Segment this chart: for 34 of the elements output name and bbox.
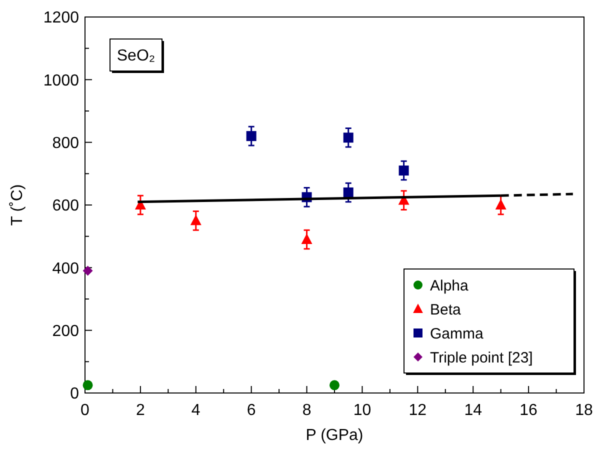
- x-tick-label: 16: [520, 402, 538, 419]
- point: [343, 187, 354, 198]
- point: [495, 199, 506, 210]
- x-tick-label: 4: [191, 402, 200, 419]
- legend-label: Gamma: [430, 325, 484, 342]
- point: [343, 132, 354, 143]
- annotation: SeO₂: [116, 48, 156, 65]
- point: [190, 214, 202, 226]
- point: [398, 166, 409, 176]
- legend-label: Triple point [23]: [430, 349, 533, 366]
- x-tick-label: 0: [80, 402, 90, 419]
- y-tick-label: 1000: [43, 72, 80, 90]
- x-tick-label: 14: [464, 402, 482, 419]
- y-tick-label: 800: [52, 134, 80, 152]
- x-tick-label: 8: [302, 402, 312, 419]
- y-tick-label: 400: [52, 260, 80, 278]
- x-axis-title: P (GPa): [306, 427, 364, 444]
- legend-label: Alpha: [430, 277, 470, 294]
- point: [246, 131, 256, 142]
- x-tick-label: 6: [246, 402, 256, 419]
- x-tick-label: 10: [353, 402, 372, 419]
- y-tick-label: 200: [52, 322, 80, 340]
- y-axis-title: T (˚C): [9, 184, 26, 226]
- point: [82, 266, 93, 276]
- x-tick-label: 12: [408, 402, 427, 419]
- point: [330, 380, 340, 390]
- y-tick-label: 1200: [43, 10, 80, 27]
- legend-label: Beta: [430, 301, 462, 318]
- x-tick-label: 2: [136, 402, 145, 419]
- x-tick-label: 18: [575, 402, 593, 419]
- point: [82, 380, 93, 390]
- y-tick-label: 0: [70, 386, 80, 403]
- point: [301, 233, 312, 244]
- y-tick-label: 600: [52, 198, 80, 215]
